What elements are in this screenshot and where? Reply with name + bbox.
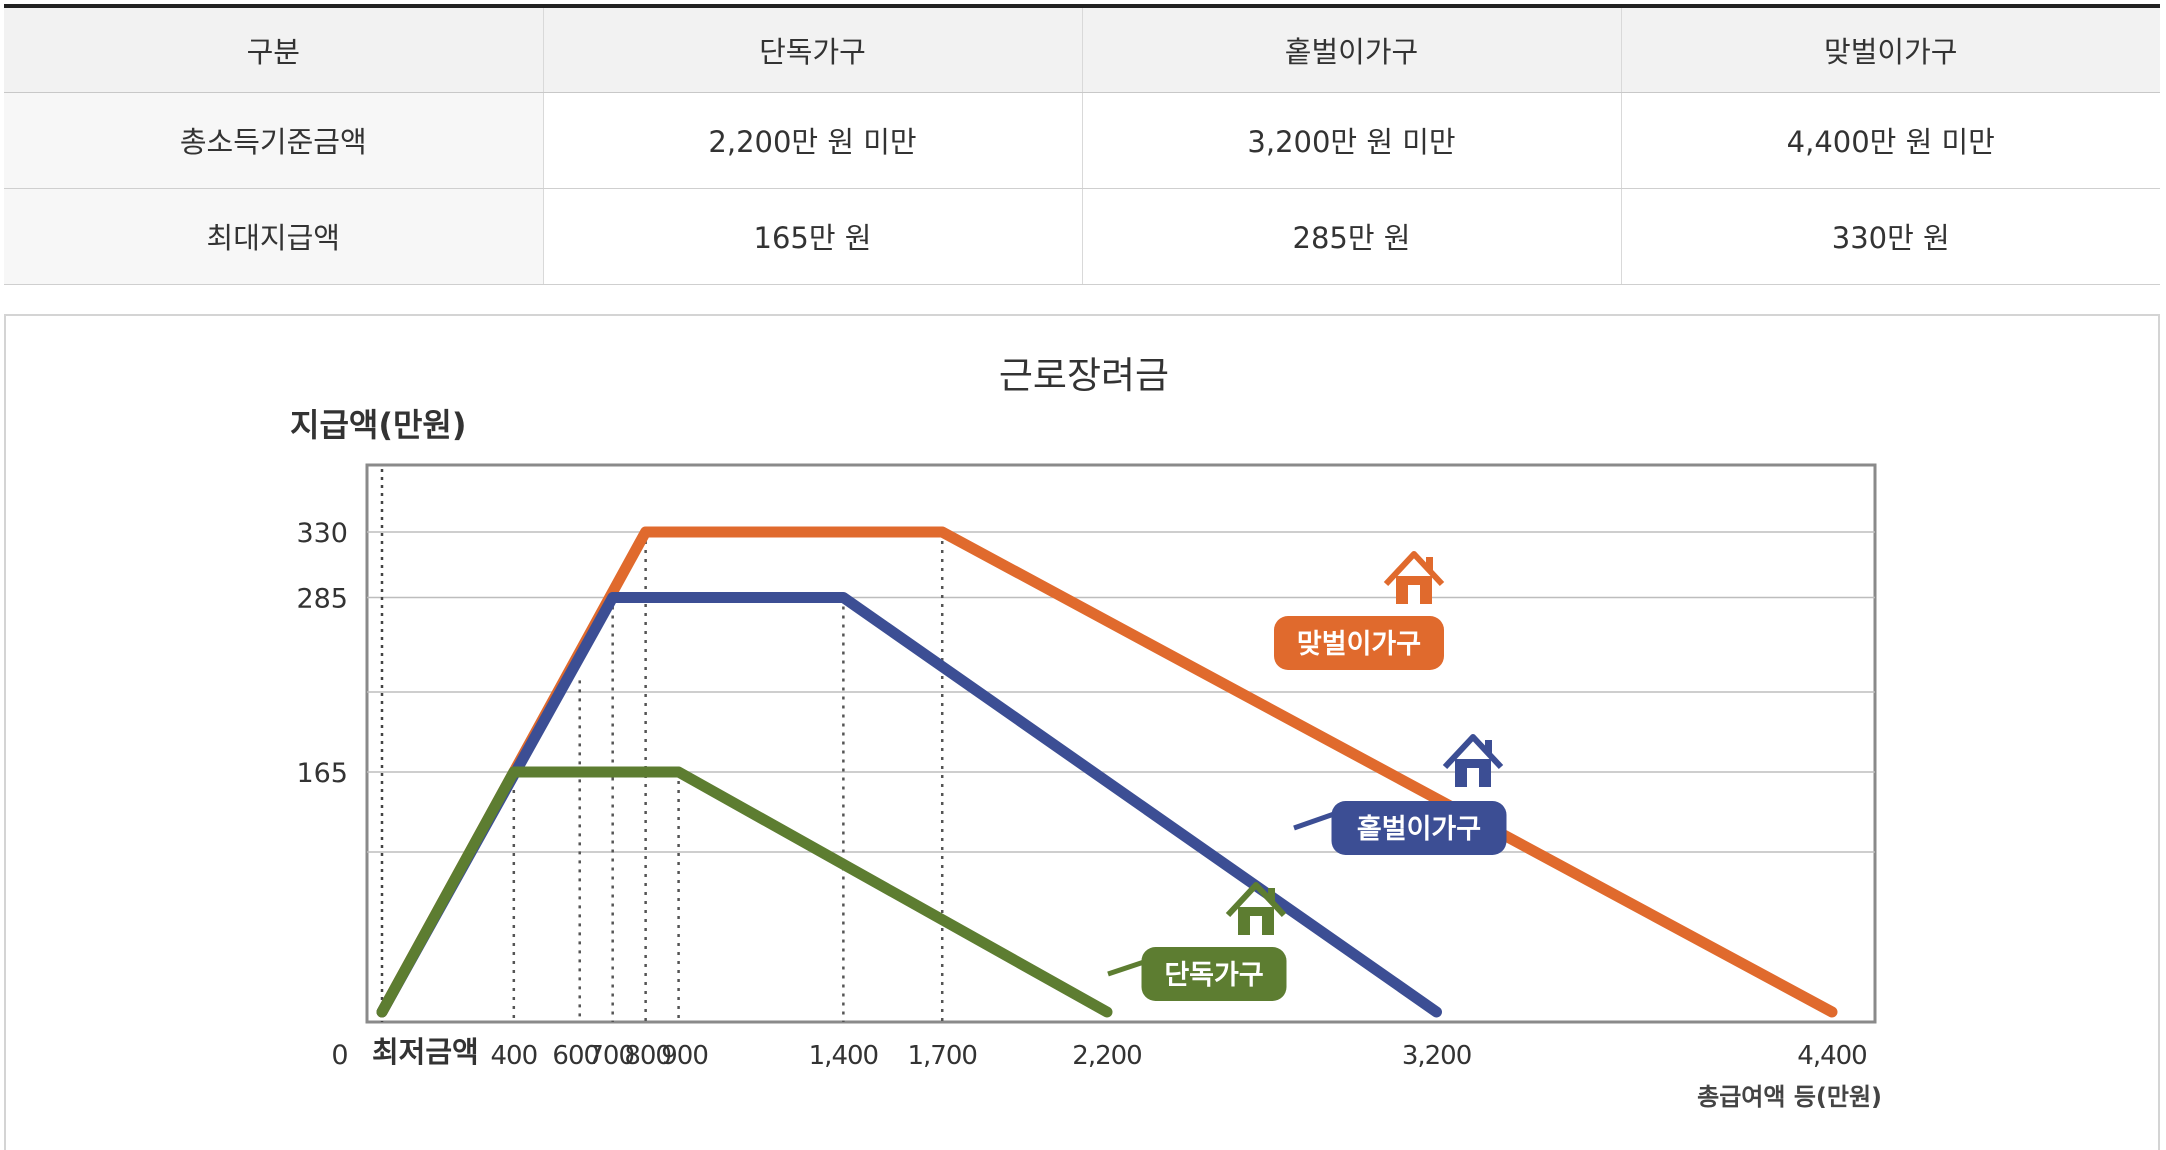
x-tick-label: 1,700 bbox=[908, 1041, 977, 1071]
table-cell: 330만 원 bbox=[1621, 188, 2160, 285]
series-name-label: 맞벌이가구 bbox=[1297, 629, 1421, 660]
house-door bbox=[1408, 585, 1420, 604]
series-label: 홑벌이가구 bbox=[1293, 734, 1507, 855]
x-tick-label: 3,200 bbox=[1402, 1041, 1471, 1071]
table-cell: 285만 원 bbox=[1082, 188, 1622, 285]
house-icon bbox=[1225, 882, 1287, 935]
house-door bbox=[1467, 768, 1479, 787]
y-axis-label: 지급액(만원) bbox=[290, 406, 466, 444]
x-tick-label: 900 bbox=[661, 1041, 708, 1071]
chart-title: 근로장려금 bbox=[999, 354, 1169, 397]
table-header-row: 구분 단독가구 홑벌이가구 맞벌이가구 bbox=[4, 6, 2160, 93]
x-tick-label: 800 bbox=[624, 1041, 671, 1071]
x-tick-label: 600 bbox=[552, 1041, 599, 1071]
series-line bbox=[376, 766, 1113, 1018]
header-dual-income: 맞벌이가구 bbox=[1621, 6, 2160, 93]
label-pointer bbox=[1293, 811, 1335, 831]
y-zero-label: 0 bbox=[331, 1040, 348, 1071]
house-chimney bbox=[1426, 557, 1433, 571]
y-tick-label: 330 bbox=[296, 518, 348, 549]
series-label: 단독가구 bbox=[1107, 882, 1287, 1001]
label-badge bbox=[1331, 801, 1507, 855]
row-label-max-payment: 최대지급액 bbox=[4, 188, 544, 285]
table-cell: 3,200만 원 미만 bbox=[1082, 92, 1622, 189]
house-door bbox=[1250, 916, 1262, 935]
x-axis-label: 총급여액 등(만원) bbox=[1697, 1083, 1882, 1111]
series-label: 맞벌이가구 bbox=[1274, 551, 1445, 670]
y-tick-label: 285 bbox=[296, 583, 348, 614]
earned-income-credit-chart: 근로장려금 지급액(만원) 총급여액 등(만원) 최저금액 0 맞벌이가구홑벌이… bbox=[290, 354, 1882, 1111]
row-label-income-threshold: 총소득기준금액 bbox=[4, 92, 544, 189]
table-row: 총소득기준금액 2,200만 원 미만 3,200만 원 미만 4,400만 원… bbox=[4, 92, 2160, 189]
series-name-label: 홑벌이가구 bbox=[1357, 814, 1481, 845]
header-category: 구분 bbox=[4, 6, 544, 93]
eligibility-table: 구분 단독가구 홑벌이가구 맞벌이가구 총소득기준금액 2,200만 원 미만 … bbox=[4, 4, 2160, 285]
house-icon bbox=[1442, 734, 1504, 787]
table-row: 최대지급액 165만 원 285만 원 330만 원 bbox=[4, 188, 2160, 285]
label-badge bbox=[1141, 947, 1287, 1001]
x-tick-label: 400 bbox=[490, 1041, 537, 1071]
house-chimney bbox=[1485, 740, 1492, 754]
plot-frame bbox=[365, 463, 1877, 1024]
house-icon bbox=[1383, 551, 1445, 604]
x-tick-label: 4,400 bbox=[1797, 1041, 1866, 1071]
house-roof bbox=[1442, 734, 1504, 770]
x-tick-label: 700 bbox=[587, 1041, 634, 1071]
label-badge bbox=[1274, 616, 1444, 670]
series-name-label: 단독가구 bbox=[1164, 960, 1263, 991]
x-start-label: 최저금액 bbox=[372, 1035, 479, 1069]
table-cell: 2,200만 원 미만 bbox=[543, 92, 1083, 189]
header-single-person: 단독가구 bbox=[543, 6, 1083, 93]
x-tick-label: 1,400 bbox=[809, 1041, 878, 1071]
house-chimney bbox=[1268, 888, 1275, 902]
table-cell: 4,400만 원 미만 bbox=[1621, 92, 2160, 189]
house-roof bbox=[1225, 882, 1287, 918]
x-tick-label: 2,200 bbox=[1072, 1041, 1141, 1071]
house-roof bbox=[1383, 551, 1445, 587]
label-pointer bbox=[1107, 959, 1145, 977]
y-tick-label: 165 bbox=[296, 758, 348, 789]
header-single-earner: 홑벌이가구 bbox=[1082, 6, 1622, 93]
table-cell: 165만 원 bbox=[543, 188, 1083, 285]
